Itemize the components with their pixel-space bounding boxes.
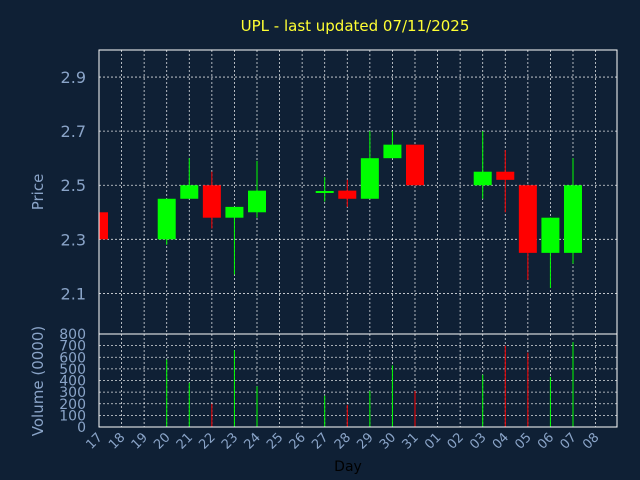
candle-body bbox=[99, 212, 108, 240]
volume-tick-label: 500 bbox=[59, 362, 86, 378]
price-panel-frame bbox=[98, 49, 618, 335]
candle-body bbox=[338, 190, 357, 199]
candle-body bbox=[496, 171, 515, 180]
candle-24 bbox=[247, 160, 266, 218]
volume-tick-label: 700 bbox=[59, 339, 86, 355]
candle-body bbox=[405, 144, 424, 186]
volume-tick-label: 400 bbox=[59, 374, 86, 390]
candle-body bbox=[473, 171, 492, 186]
x-tick-label: 01 bbox=[422, 430, 444, 452]
candle-30 bbox=[383, 131, 402, 159]
volume-axis-label: Volume (0000) bbox=[29, 326, 47, 436]
price-tick-label: 2.5 bbox=[61, 176, 86, 195]
x-tick-label: 23 bbox=[219, 430, 241, 452]
candle-body bbox=[360, 158, 379, 199]
candle-body bbox=[180, 185, 199, 199]
x-tick-label: 21 bbox=[174, 430, 196, 452]
candle-03 bbox=[473, 131, 492, 199]
volume-tick-label: 0 bbox=[77, 420, 86, 436]
candle-21 bbox=[180, 158, 199, 199]
price-axis-label: Price bbox=[29, 174, 47, 211]
volume-grid bbox=[99, 333, 617, 428]
x-tick-label: 04 bbox=[490, 430, 512, 452]
x-tick-label: 20 bbox=[151, 430, 173, 452]
candle-07 bbox=[563, 158, 582, 264]
price-tick-label: 2.1 bbox=[61, 284, 86, 303]
candle-31 bbox=[405, 144, 424, 186]
x-tick-label: 19 bbox=[129, 430, 151, 452]
volume-bars bbox=[166, 342, 574, 427]
price-tick-label: 2.7 bbox=[61, 122, 86, 141]
x-tick-label: 06 bbox=[535, 430, 557, 452]
candle-body bbox=[383, 144, 402, 159]
x-tick-label: 18 bbox=[106, 430, 128, 452]
candle-body bbox=[541, 217, 560, 253]
x-tick-label: 28 bbox=[332, 430, 354, 452]
x-tick-label: 25 bbox=[264, 430, 286, 452]
volume-panel-frame bbox=[98, 333, 618, 428]
x-tick-label: 24 bbox=[242, 430, 264, 452]
price-tick-label: 2.9 bbox=[61, 68, 86, 87]
candle-body bbox=[225, 206, 244, 218]
x-tick-label: 27 bbox=[309, 430, 331, 452]
candle-body bbox=[563, 185, 582, 253]
chart-title: UPL - last updated 07/11/2025 bbox=[241, 17, 470, 35]
x-tick-label: 30 bbox=[377, 430, 399, 452]
volume-tick-label: 300 bbox=[59, 385, 86, 401]
candle-20 bbox=[157, 198, 176, 245]
volume-tick-label: 800 bbox=[59, 327, 86, 343]
candle-body bbox=[247, 190, 266, 213]
volume-tick-label: 200 bbox=[59, 397, 86, 413]
candle-17 bbox=[98, 212, 108, 240]
x-tick-label: 17 bbox=[84, 430, 106, 452]
price-y-ticks: 2.1 2.3 2.5 2.7 2.9 bbox=[61, 68, 86, 303]
x-tick-label: 31 bbox=[400, 430, 422, 452]
price-grid bbox=[99, 50, 617, 334]
candle-27 bbox=[315, 177, 334, 202]
volume-tick-label: 100 bbox=[59, 408, 86, 424]
x-tick-label: 02 bbox=[445, 430, 467, 452]
candle-body bbox=[202, 185, 221, 218]
volume-tick-label: 600 bbox=[59, 350, 86, 366]
candle-04 bbox=[496, 150, 515, 213]
x-tick-label: 29 bbox=[354, 430, 376, 452]
candle-body bbox=[518, 185, 537, 253]
x-tick-label: 07 bbox=[558, 430, 580, 452]
candle-23 bbox=[225, 206, 244, 275]
x-ticks: 17 18 19 20 21 22 23 24 25 26 27 28 29 30 31 01 02 03 04 05… bbox=[84, 430, 603, 452]
candle-06 bbox=[541, 217, 560, 289]
x-tick-label: 05 bbox=[512, 430, 534, 452]
x-tick-label: 26 bbox=[287, 430, 309, 452]
price-tick-label: 2.3 bbox=[61, 230, 86, 249]
x-axis-label: Day bbox=[334, 459, 362, 475]
candle-28 bbox=[338, 179, 357, 207]
x-tick-label: 08 bbox=[580, 430, 602, 452]
candle-05 bbox=[518, 185, 537, 280]
candle-body bbox=[157, 198, 176, 240]
candles bbox=[98, 131, 582, 289]
x-tick-label: 03 bbox=[467, 430, 489, 452]
candle-29 bbox=[360, 131, 379, 199]
candle-22 bbox=[202, 171, 221, 229]
x-tick-label: 22 bbox=[196, 430, 218, 452]
